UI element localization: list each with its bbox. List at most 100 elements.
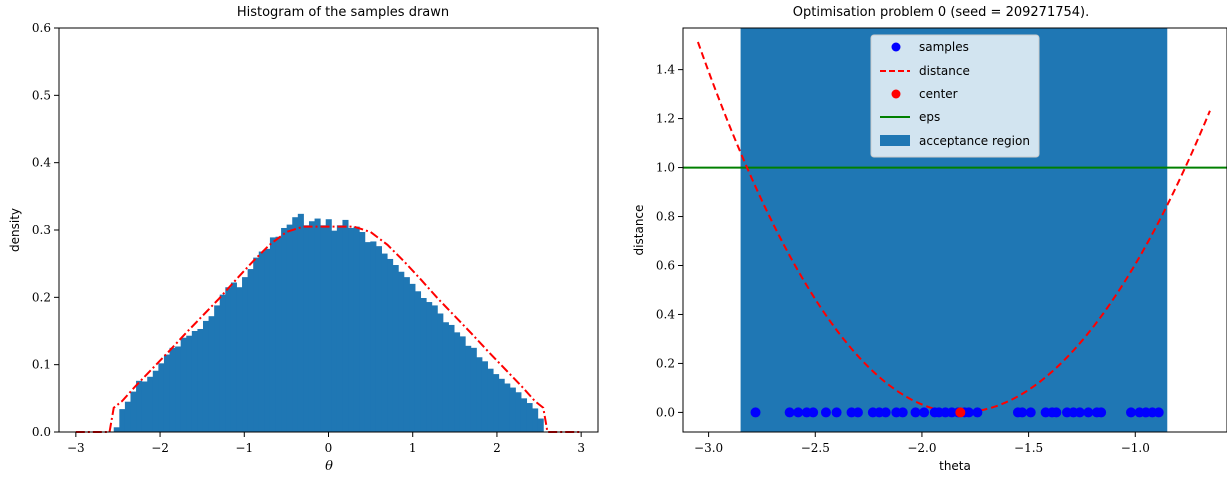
- sample-point: [1096, 407, 1107, 418]
- histogram-y-ticks: 0.0 0.1 0.2 0.3 0.4 0.5 0.6: [32, 21, 59, 439]
- y-tick-label: 0.2: [656, 356, 675, 370]
- histogram-bar: [275, 236, 282, 432]
- sample-point: [1126, 407, 1136, 418]
- histogram-x-label: θ: [325, 459, 333, 474]
- histogram-bar: [353, 226, 360, 432]
- histogram-bar: [387, 258, 394, 432]
- histogram-bar: [420, 298, 427, 432]
- histogram-y-label: density: [8, 208, 22, 252]
- histogram-bar: [331, 230, 338, 432]
- x-tick-label: −3.0: [694, 441, 723, 455]
- histogram-bar: [481, 361, 488, 432]
- density-curve: [75, 225, 582, 433]
- histogram-bar: [348, 227, 355, 432]
- sample-point: [820, 407, 831, 418]
- x-tick-label: −2.5: [801, 441, 830, 455]
- histogram-bar: [136, 380, 143, 432]
- histogram-bar: [526, 403, 533, 432]
- histogram-bar: [247, 269, 254, 432]
- legend-box: [870, 34, 1040, 158]
- histogram-bar: [493, 374, 500, 432]
- histogram-bar: [426, 302, 433, 432]
- histogram-bar: [219, 294, 226, 432]
- histogram-bar: [175, 346, 182, 432]
- y-tick-label: 0.5: [32, 88, 51, 102]
- optimisation-x-ticks: −3.0 −2.5 −2.0 −1.5 −1.0: [694, 432, 1150, 455]
- optimisation-y-ticks: 0.0 0.2 0.4 0.6 0.8 1.0 1.2 1.4: [656, 63, 683, 419]
- histogram-bar: [498, 378, 505, 432]
- histogram-bar: [336, 225, 343, 432]
- histogram-bar: [537, 418, 544, 432]
- y-tick-label: 0.2: [32, 290, 51, 304]
- legend-center-marker: [891, 89, 901, 99]
- histogram-bar: [202, 320, 210, 432]
- y-tick-label: 0.0: [32, 425, 51, 439]
- histogram-bar: [314, 218, 321, 432]
- histogram-bar: [258, 251, 265, 432]
- x-tick-label: −1: [235, 441, 253, 455]
- sample-point: [852, 407, 863, 418]
- histogram-bar: [470, 347, 477, 432]
- histogram-bar: [392, 265, 399, 432]
- sample-point: [831, 407, 842, 418]
- histogram-bar: [364, 242, 371, 432]
- histogram-bar: [163, 354, 171, 432]
- sample-point: [897, 407, 908, 418]
- y-tick-label: 0.3: [32, 223, 51, 237]
- sample-point: [1025, 407, 1036, 418]
- sample-point: [1153, 407, 1164, 418]
- sample-points: [750, 407, 1164, 418]
- sample-point: [784, 407, 795, 418]
- histogram-bar: [152, 370, 159, 432]
- histogram-bar: [191, 331, 198, 432]
- histogram-bar: [465, 345, 472, 432]
- y-tick-label: 0.6: [32, 21, 51, 35]
- histogram-bar: [515, 392, 522, 432]
- histogram-bar: [208, 316, 215, 432]
- histogram-bar: [403, 277, 410, 432]
- histogram-bar: [375, 246, 382, 432]
- histogram-title: Histogram of the samples drawn: [237, 5, 449, 20]
- histogram-bar: [409, 283, 416, 432]
- histogram-bar: [487, 368, 494, 432]
- histogram-chart: Histogram of the samples drawn −3 −2 −1 0 1 2…: [8, 5, 599, 474]
- histogram-bar: [292, 217, 299, 432]
- histogram-bar: [359, 232, 366, 432]
- histogram-bar: [398, 271, 405, 432]
- center-point: [955, 407, 966, 418]
- y-tick-label: 0.4: [656, 307, 675, 321]
- histogram-bar: [325, 219, 332, 432]
- optimisation-y-label: distance: [632, 205, 646, 256]
- histogram-bar: [442, 322, 449, 432]
- histogram-bar: [253, 257, 260, 432]
- histogram-bar: [169, 347, 176, 432]
- x-tick-label: −1.0: [1121, 441, 1150, 455]
- histogram-bar: [180, 337, 187, 432]
- optimisation-title: Optimisation problem 0 (seed = 209271754…: [793, 5, 1089, 20]
- histogram-bar: [454, 332, 461, 432]
- sample-point: [1051, 407, 1062, 418]
- y-tick-label: 1.2: [656, 112, 675, 126]
- legend-acceptance-marker: [880, 135, 910, 146]
- histogram-bar: [113, 427, 120, 432]
- sample-point: [1083, 407, 1094, 418]
- x-tick-label: 0: [325, 441, 333, 455]
- histogram-bar: [141, 381, 148, 432]
- histogram-bar: [269, 237, 277, 432]
- sample-point: [793, 407, 804, 418]
- y-tick-label: 0.4: [32, 156, 51, 170]
- sample-point: [880, 407, 891, 418]
- histogram-bar: [242, 277, 249, 432]
- histogram-bar: [158, 363, 165, 432]
- histogram-bar: [297, 213, 304, 432]
- histogram-bar: [130, 391, 137, 432]
- sample-point: [910, 407, 921, 418]
- legend-distance-label: distance: [919, 64, 970, 78]
- y-tick-label: 1.4: [656, 63, 675, 77]
- histogram-bar: [124, 401, 131, 432]
- y-tick-label: 0.0: [656, 405, 675, 419]
- histogram-bar: [520, 398, 528, 432]
- y-tick-label: 0.1: [32, 358, 51, 372]
- optimisation-axes-frame: [682, 27, 1227, 433]
- optimisation-chart: Optimisation problem 0 (seed = 209271754…: [632, 5, 1227, 473]
